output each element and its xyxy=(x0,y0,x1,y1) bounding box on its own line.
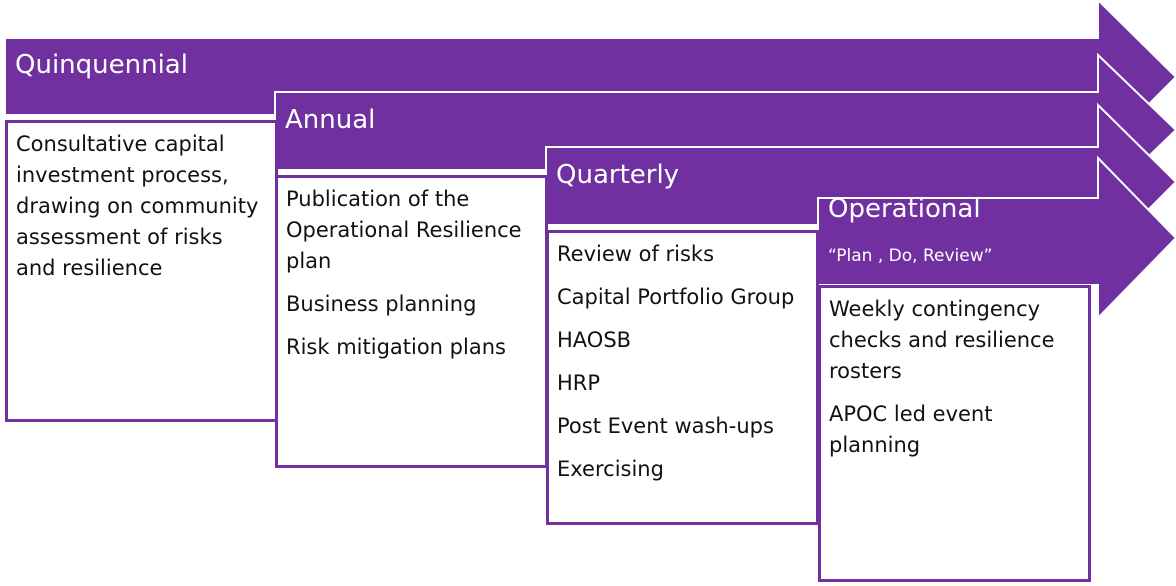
stage-title: Annual xyxy=(285,105,376,135)
stage-item: Consultative capital investment process,… xyxy=(16,132,259,280)
stage-box: Review of risks Capital Portfolio Group HA… xyxy=(546,230,819,525)
stage-item: Risk mitigation plans xyxy=(286,335,506,359)
stage-item: HAOSB xyxy=(557,328,632,352)
stage-item: Post Event wash-ups xyxy=(557,414,774,438)
stage-box: Consultative capital investment process,… xyxy=(5,120,278,422)
stage-box: Publication of the Operational Resilienc… xyxy=(275,175,548,468)
stage-item: Exercising xyxy=(557,457,664,481)
stage-title: Quarterly xyxy=(556,160,680,190)
stage-item: APOC led event planning xyxy=(829,402,993,457)
stage-title: Quinquennial xyxy=(15,50,188,80)
stage-item: Weekly contingency checks and resilience… xyxy=(829,297,1055,383)
stage-item: Review of risks xyxy=(557,242,715,266)
stage-item: HRP xyxy=(557,371,601,395)
stage-item: Business planning xyxy=(286,292,477,316)
stage-title: Operational xyxy=(828,194,981,224)
stage-item: Capital Portfolio Group xyxy=(557,285,795,309)
stage-box: Weekly contingency checks and resilience… xyxy=(818,285,1091,582)
stage-item: Publication of the Operational Resilienc… xyxy=(286,187,522,273)
stage-subtitle: “Plan , Do, Review” xyxy=(828,246,993,266)
